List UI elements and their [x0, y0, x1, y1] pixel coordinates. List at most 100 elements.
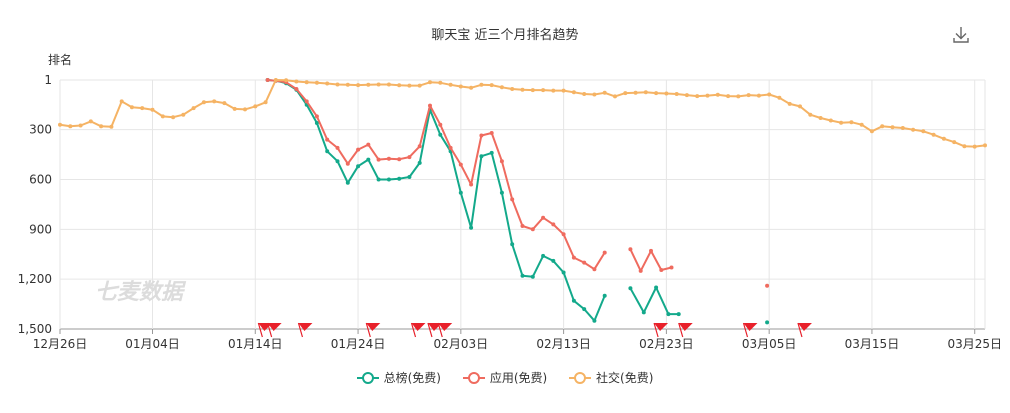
legend-label-apps: 应用(免费)	[489, 371, 548, 385]
data-point	[232, 106, 237, 111]
data-point	[294, 79, 299, 84]
data-point	[448, 82, 453, 87]
data-point	[551, 258, 556, 263]
data-point	[510, 242, 515, 247]
data-point	[643, 90, 648, 95]
data-point	[304, 99, 309, 104]
flag-pole	[427, 322, 433, 338]
data-point	[417, 83, 422, 88]
data-point	[438, 80, 443, 85]
data-point	[890, 125, 895, 130]
data-point	[921, 129, 926, 134]
event-flag[interactable]	[742, 322, 758, 338]
data-point	[335, 82, 340, 87]
data-point	[561, 270, 566, 275]
data-point	[489, 150, 494, 155]
data-point	[983, 143, 987, 148]
y-tick-label: 1,500	[18, 322, 52, 336]
data-point	[623, 91, 628, 96]
data-point	[628, 286, 633, 291]
data-point	[201, 100, 206, 105]
data-point	[715, 92, 720, 97]
data-point	[828, 118, 833, 123]
data-point	[489, 83, 494, 88]
data-point	[561, 232, 566, 237]
grid-lines	[59, 79, 986, 330]
data-point	[397, 83, 402, 88]
flag-pole	[267, 322, 273, 338]
data-point	[530, 88, 535, 93]
data-point	[417, 160, 422, 165]
flag-pole	[410, 322, 417, 338]
legend-item-apps-free[interactable]: 应用(免费)	[462, 369, 548, 386]
data-point	[376, 82, 381, 87]
legend-item-social-free[interactable]: 社交(免费)	[569, 369, 653, 386]
x-tick-label: 03月25日	[947, 337, 1002, 351]
data-point	[649, 248, 653, 253]
data-point	[212, 99, 217, 104]
data-point	[746, 93, 751, 98]
data-point	[765, 320, 770, 325]
flag-icon	[366, 323, 381, 331]
data-point	[78, 123, 83, 128]
data-point	[458, 162, 463, 167]
data-point	[265, 78, 270, 82]
data-point	[530, 274, 535, 279]
event-flag[interactable]	[437, 322, 453, 338]
watermark: 七麦数据	[95, 280, 187, 305]
flag-icon	[678, 323, 693, 331]
data-point	[818, 116, 823, 120]
data-point	[972, 144, 977, 149]
data-point	[839, 120, 844, 125]
data-point	[798, 104, 802, 109]
flag-icon	[411, 323, 426, 331]
data-point	[448, 145, 453, 150]
data-point	[541, 88, 546, 93]
data-point	[551, 222, 556, 227]
data-point	[129, 105, 134, 110]
data-point	[366, 142, 371, 147]
flag-pole	[797, 322, 803, 338]
data-point	[356, 83, 361, 88]
event-flag[interactable]	[410, 322, 426, 338]
data-point	[253, 104, 258, 109]
flag-pole	[365, 322, 371, 338]
data-point	[58, 122, 62, 127]
data-point	[561, 88, 566, 93]
y-tick-label: 1	[44, 73, 52, 87]
series-1	[265, 78, 770, 288]
data-point	[376, 157, 381, 162]
flag-pole	[678, 322, 684, 338]
data-point	[666, 312, 671, 317]
data-point	[520, 87, 525, 92]
download-button[interactable]	[950, 24, 972, 46]
event-flag[interactable]	[653, 322, 669, 338]
data-point	[458, 84, 463, 89]
event-flag[interactable]	[365, 322, 381, 338]
data-point	[140, 106, 145, 111]
series-line	[267, 79, 606, 322]
legend-item-total-free[interactable]: 总榜(免费)	[356, 369, 441, 386]
data-point	[397, 176, 402, 181]
data-point	[284, 78, 289, 83]
data-point	[335, 145, 340, 150]
data-point	[314, 121, 319, 125]
event-flag[interactable]	[678, 322, 693, 338]
data-point	[641, 310, 646, 315]
data-point	[602, 293, 607, 298]
flag-icon	[298, 323, 313, 331]
event-flag[interactable]	[297, 322, 313, 338]
event-flag[interactable]	[797, 322, 812, 338]
event-flag[interactable]	[267, 322, 282, 338]
data-point	[160, 114, 165, 119]
y-tick-label: 1,200	[18, 272, 52, 286]
data-point	[592, 92, 597, 97]
chart-title: 聊天宝 近三个月排名趋势	[431, 28, 579, 43]
data-point	[345, 82, 350, 87]
event-flag[interactable]	[257, 322, 273, 338]
legend-label-social: 社交(免费)	[596, 371, 654, 385]
data-point	[787, 101, 792, 106]
series-lines	[58, 78, 987, 325]
